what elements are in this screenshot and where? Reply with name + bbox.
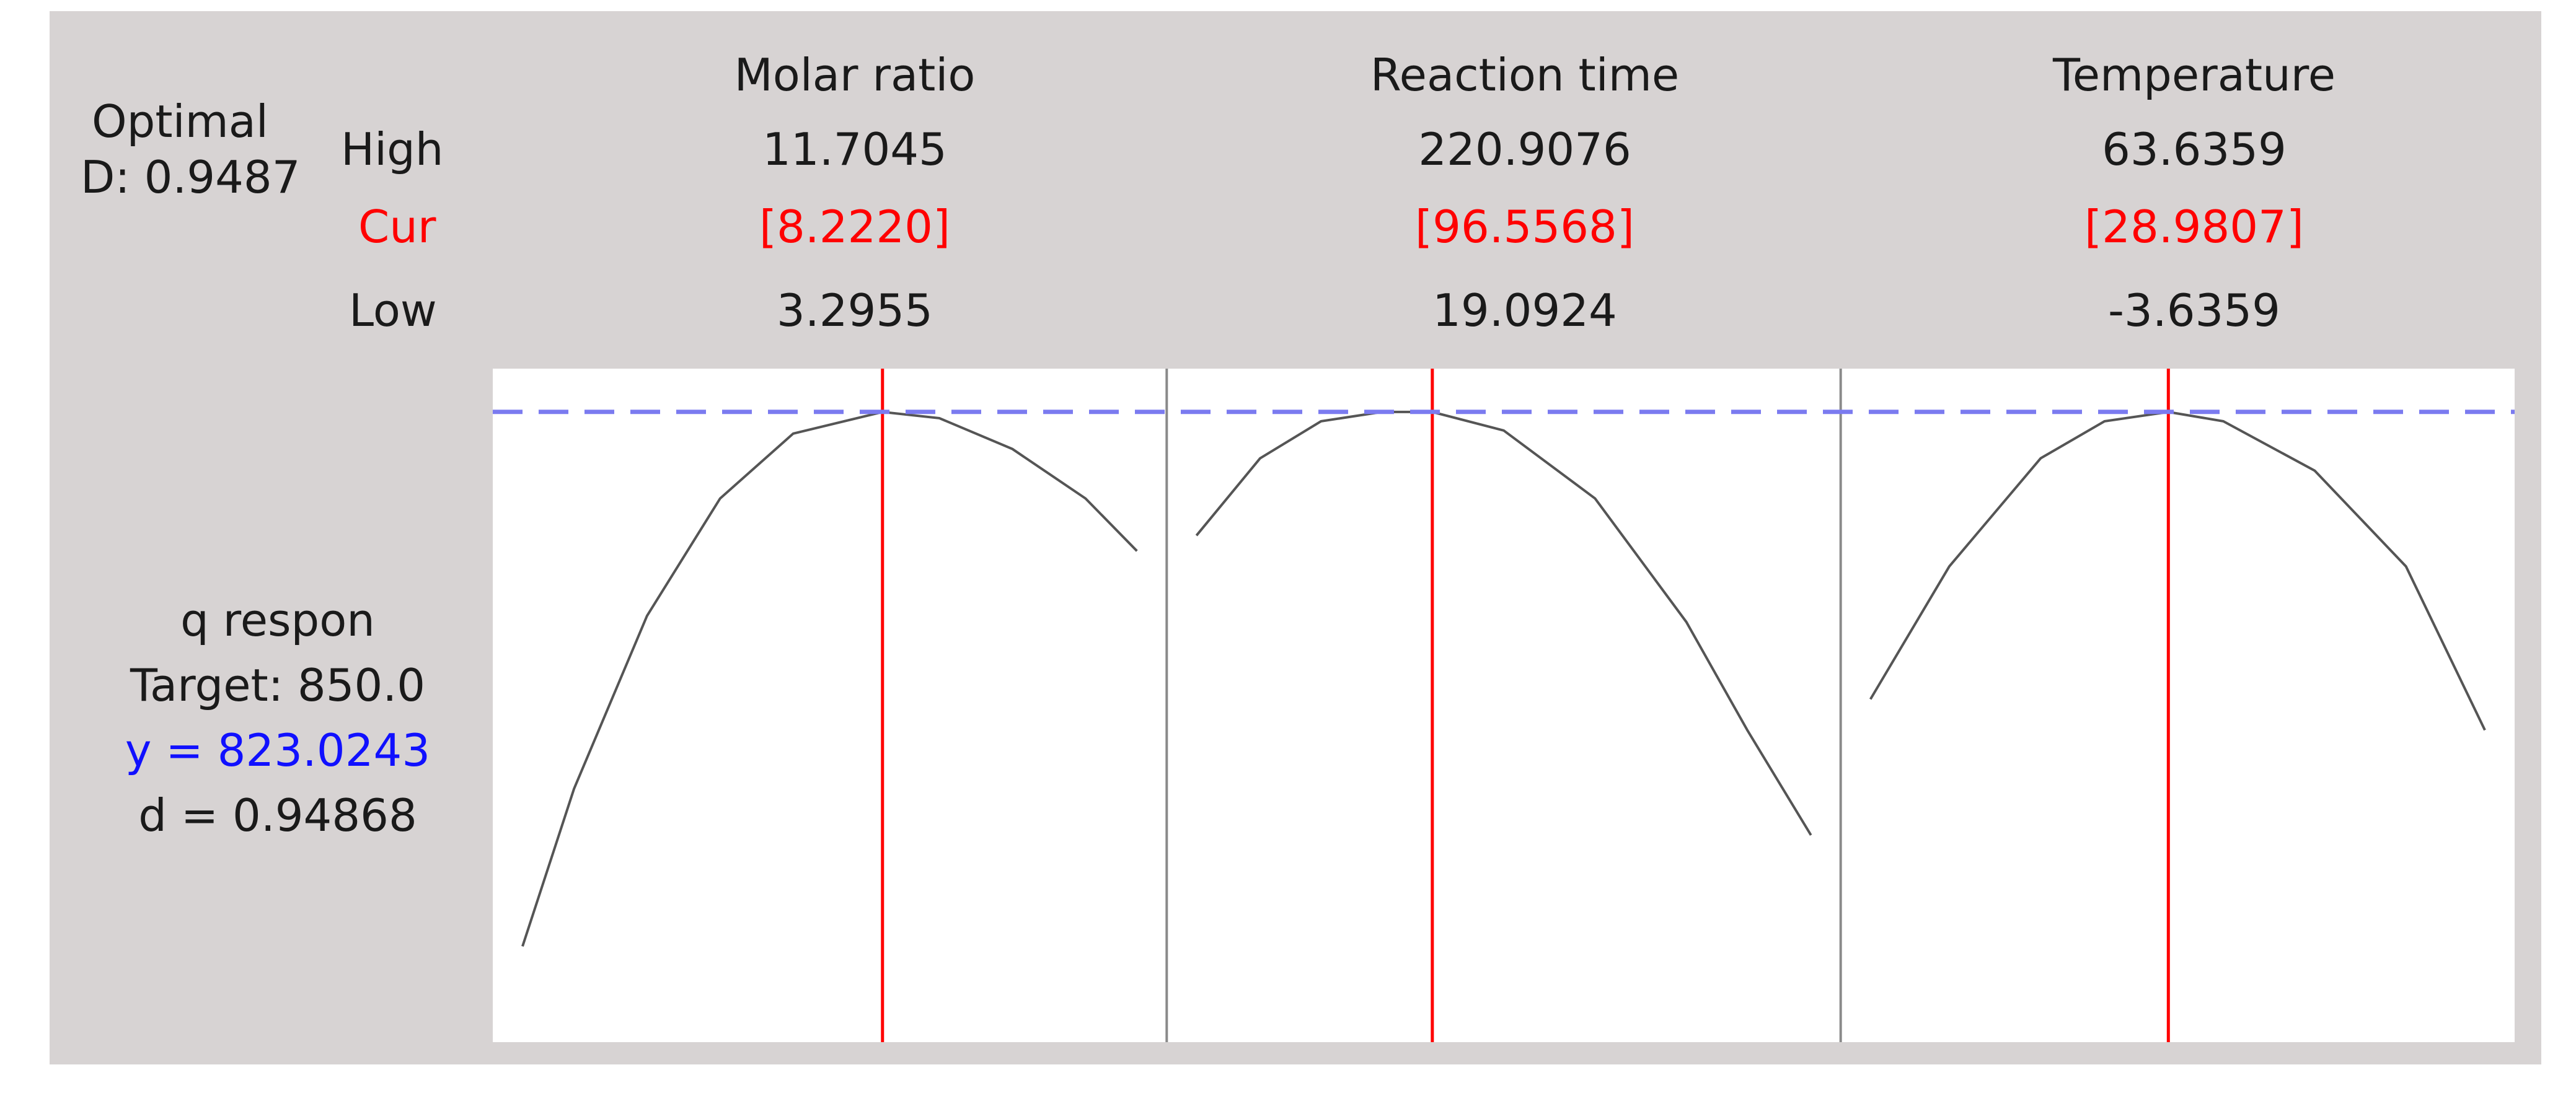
response-predicted-y: y = 823.0243 bbox=[125, 724, 431, 776]
factor-name-molar-ratio: Molar ratio bbox=[734, 49, 976, 101]
response-name: q respon bbox=[180, 594, 375, 646]
factor-name-temperature: Temperature bbox=[2052, 49, 2336, 101]
factor-high-temperature: 63.6359 bbox=[2102, 123, 2287, 175]
response-target: Target: 850.0 bbox=[130, 659, 426, 711]
factor-current-molar-ratio: [8.2220] bbox=[759, 201, 951, 253]
response-curve bbox=[521, 410, 1138, 947]
row-label-low: Low bbox=[349, 284, 437, 336]
row-label-high: High bbox=[341, 123, 444, 175]
optimal-d-value: D: 0.9487 bbox=[81, 151, 301, 203]
factor-high-molar-ratio: 11.7045 bbox=[762, 123, 947, 175]
factor-current-temperature: [28.9807] bbox=[2084, 201, 2304, 253]
row-label-cur: Cur bbox=[358, 201, 436, 253]
factor-low-molar-ratio: 3.2955 bbox=[777, 284, 933, 336]
factor-current-reaction-time: [96.5568] bbox=[1415, 201, 1634, 253]
response-curve bbox=[1195, 410, 1812, 836]
factor-high-reaction-time: 220.9076 bbox=[1418, 123, 1631, 175]
factor-low-temperature: -3.6359 bbox=[2108, 284, 2280, 336]
factor-name-reaction-time: Reaction time bbox=[1370, 49, 1680, 101]
factor-low-reaction-time: 19.0924 bbox=[1432, 284, 1617, 336]
plot-background bbox=[493, 369, 2515, 1042]
optimal-label: Optimal bbox=[92, 95, 268, 147]
response-optimizer-plot bbox=[493, 369, 2515, 1042]
response-desirability: d = 0.94868 bbox=[138, 789, 417, 841]
